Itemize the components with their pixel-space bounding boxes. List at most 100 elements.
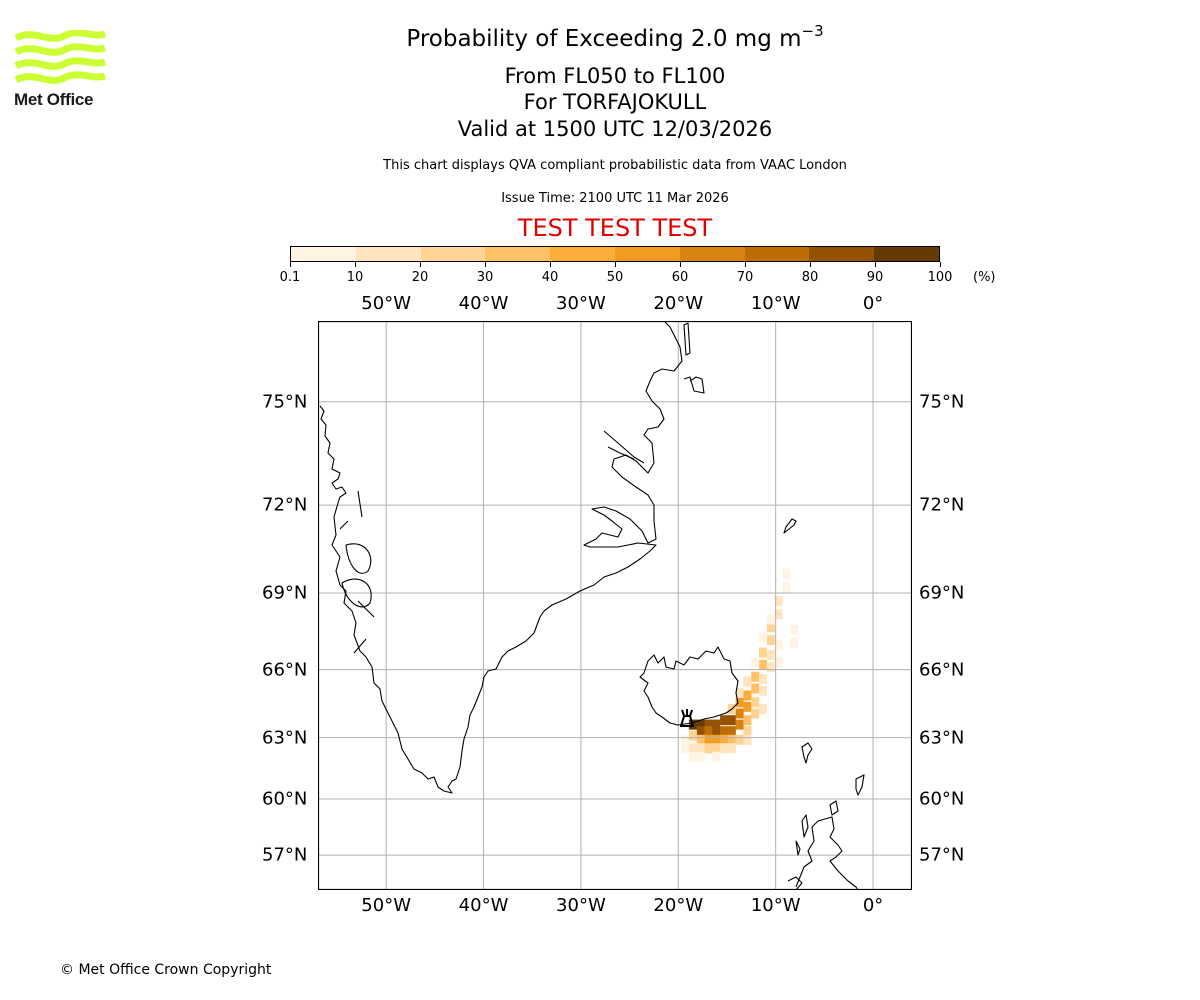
greenland-fjord	[603, 430, 645, 464]
test-banner: TEST TEST TEST	[517, 214, 713, 242]
ash-plume	[681, 568, 799, 762]
plume-cell	[735, 734, 744, 745]
plume-cell	[712, 726, 721, 737]
colorbar-tick	[679, 262, 681, 267]
colorbar-tick-label: 50	[606, 270, 624, 285]
title-text: Probability of Exceeding 2.0 mg m	[406, 26, 802, 52]
plume-cell	[782, 568, 791, 579]
plume-cell	[735, 719, 744, 730]
island	[683, 322, 691, 356]
plume-cell	[751, 671, 760, 682]
issue-time: Issue Time: 2100 UTC 11 Mar 2026	[501, 191, 729, 206]
colorbar-tick-label: 70	[736, 270, 754, 285]
left-latitude-label: 69°N	[262, 582, 308, 604]
colorbar-segment	[485, 247, 551, 261]
plume-cell	[735, 708, 744, 719]
plume-cell	[759, 632, 768, 643]
colorbar-segment	[809, 247, 875, 261]
volcano-icon	[680, 708, 695, 727]
colorbar-tick	[809, 262, 811, 267]
iceland-coastline	[639, 646, 739, 726]
plume-cell	[696, 734, 705, 745]
plume-cell	[774, 657, 783, 668]
plume-cell	[688, 743, 697, 754]
right-latitude-label: 72°N	[919, 494, 965, 516]
right-latitude-label: 66°N	[919, 659, 965, 681]
colorbar-tick-label: 0.1	[279, 270, 301, 285]
left-latitude-label: 72°N	[262, 494, 308, 516]
logo-text: Met Office	[14, 90, 94, 109]
bottom-longitude-label: 50°W	[361, 895, 412, 916]
colorbar-segment	[420, 247, 486, 261]
plume-cell	[696, 719, 705, 730]
flight-levels: From FL050 to FL100	[504, 64, 726, 88]
colorbar-tick	[744, 262, 746, 267]
plume-cell	[766, 650, 775, 661]
colorbar-tick	[419, 262, 421, 267]
plume-cell	[727, 734, 736, 745]
plume-cell	[751, 697, 760, 708]
plume-cell	[790, 637, 799, 648]
plume-cell	[774, 609, 783, 620]
colorbar-segment	[874, 247, 939, 261]
gridlines	[318, 321, 912, 890]
plume-cell	[751, 683, 760, 694]
plume-cell	[696, 751, 705, 762]
plume-cell	[766, 635, 775, 646]
volcano-name: For TORFAJOKULL	[523, 90, 707, 114]
greenland-inlet	[341, 578, 372, 608]
plume-cell	[704, 719, 713, 730]
plume-cell	[712, 734, 721, 745]
plume-cell	[790, 624, 799, 635]
colorbar-tick	[614, 262, 616, 267]
right-latitude-label: 63°N	[919, 727, 965, 749]
map-panel	[318, 321, 912, 890]
orkney	[829, 800, 839, 816]
plume-cell	[696, 726, 705, 737]
colorbar-tick	[484, 262, 486, 267]
plume-cell	[759, 704, 768, 715]
right-latitude-label: 57°N	[919, 844, 965, 866]
plume-cell	[751, 708, 760, 719]
plume-cell	[727, 743, 736, 754]
plume-cell	[743, 690, 752, 701]
plume-cell	[688, 730, 697, 741]
plume-cell	[727, 715, 736, 726]
plume-cell	[751, 657, 760, 668]
colorbar-segment	[550, 247, 615, 261]
plume-cell	[743, 676, 752, 687]
plume-cell	[743, 726, 752, 737]
right-latitude-label: 60°N	[919, 788, 965, 810]
right-latitude-label: 75°N	[919, 391, 965, 413]
plume-cell	[743, 734, 752, 745]
plume-cell	[704, 743, 713, 754]
plume-cell	[743, 715, 752, 726]
plume-cell	[743, 701, 752, 712]
top-longitude-label: 20°W	[653, 293, 704, 314]
faroe-islands	[801, 742, 813, 764]
colorbar	[290, 246, 940, 262]
plume-cell	[759, 685, 768, 696]
plume-cell	[720, 734, 729, 745]
bottom-longitude-label: 40°W	[458, 895, 509, 916]
greenland-inlet	[339, 490, 375, 654]
met-office-waves-icon	[14, 29, 107, 84]
hebrides	[795, 814, 809, 856]
left-latitude-label: 57°N	[262, 844, 308, 866]
plume-cell	[681, 743, 690, 754]
chart-title: Probability of Exceeding 2.0 mg m−3	[0, 22, 1200, 52]
colorbar-tick-label: 100	[927, 270, 953, 285]
colorbar-segment	[614, 247, 680, 261]
plume-cell	[766, 614, 775, 625]
plume-cell	[720, 743, 729, 754]
plume-cell	[712, 751, 721, 762]
colorbar-tick	[289, 262, 291, 267]
left-latitude-label: 63°N	[262, 727, 308, 749]
left-latitude-label: 66°N	[262, 659, 308, 681]
plume-cell	[704, 726, 713, 737]
colorbar-tick	[874, 262, 876, 267]
plume-cell	[782, 582, 791, 593]
colorbar-tick-label: 60	[671, 270, 689, 285]
colorbar-tick	[549, 262, 551, 267]
plume-cell	[759, 674, 768, 685]
